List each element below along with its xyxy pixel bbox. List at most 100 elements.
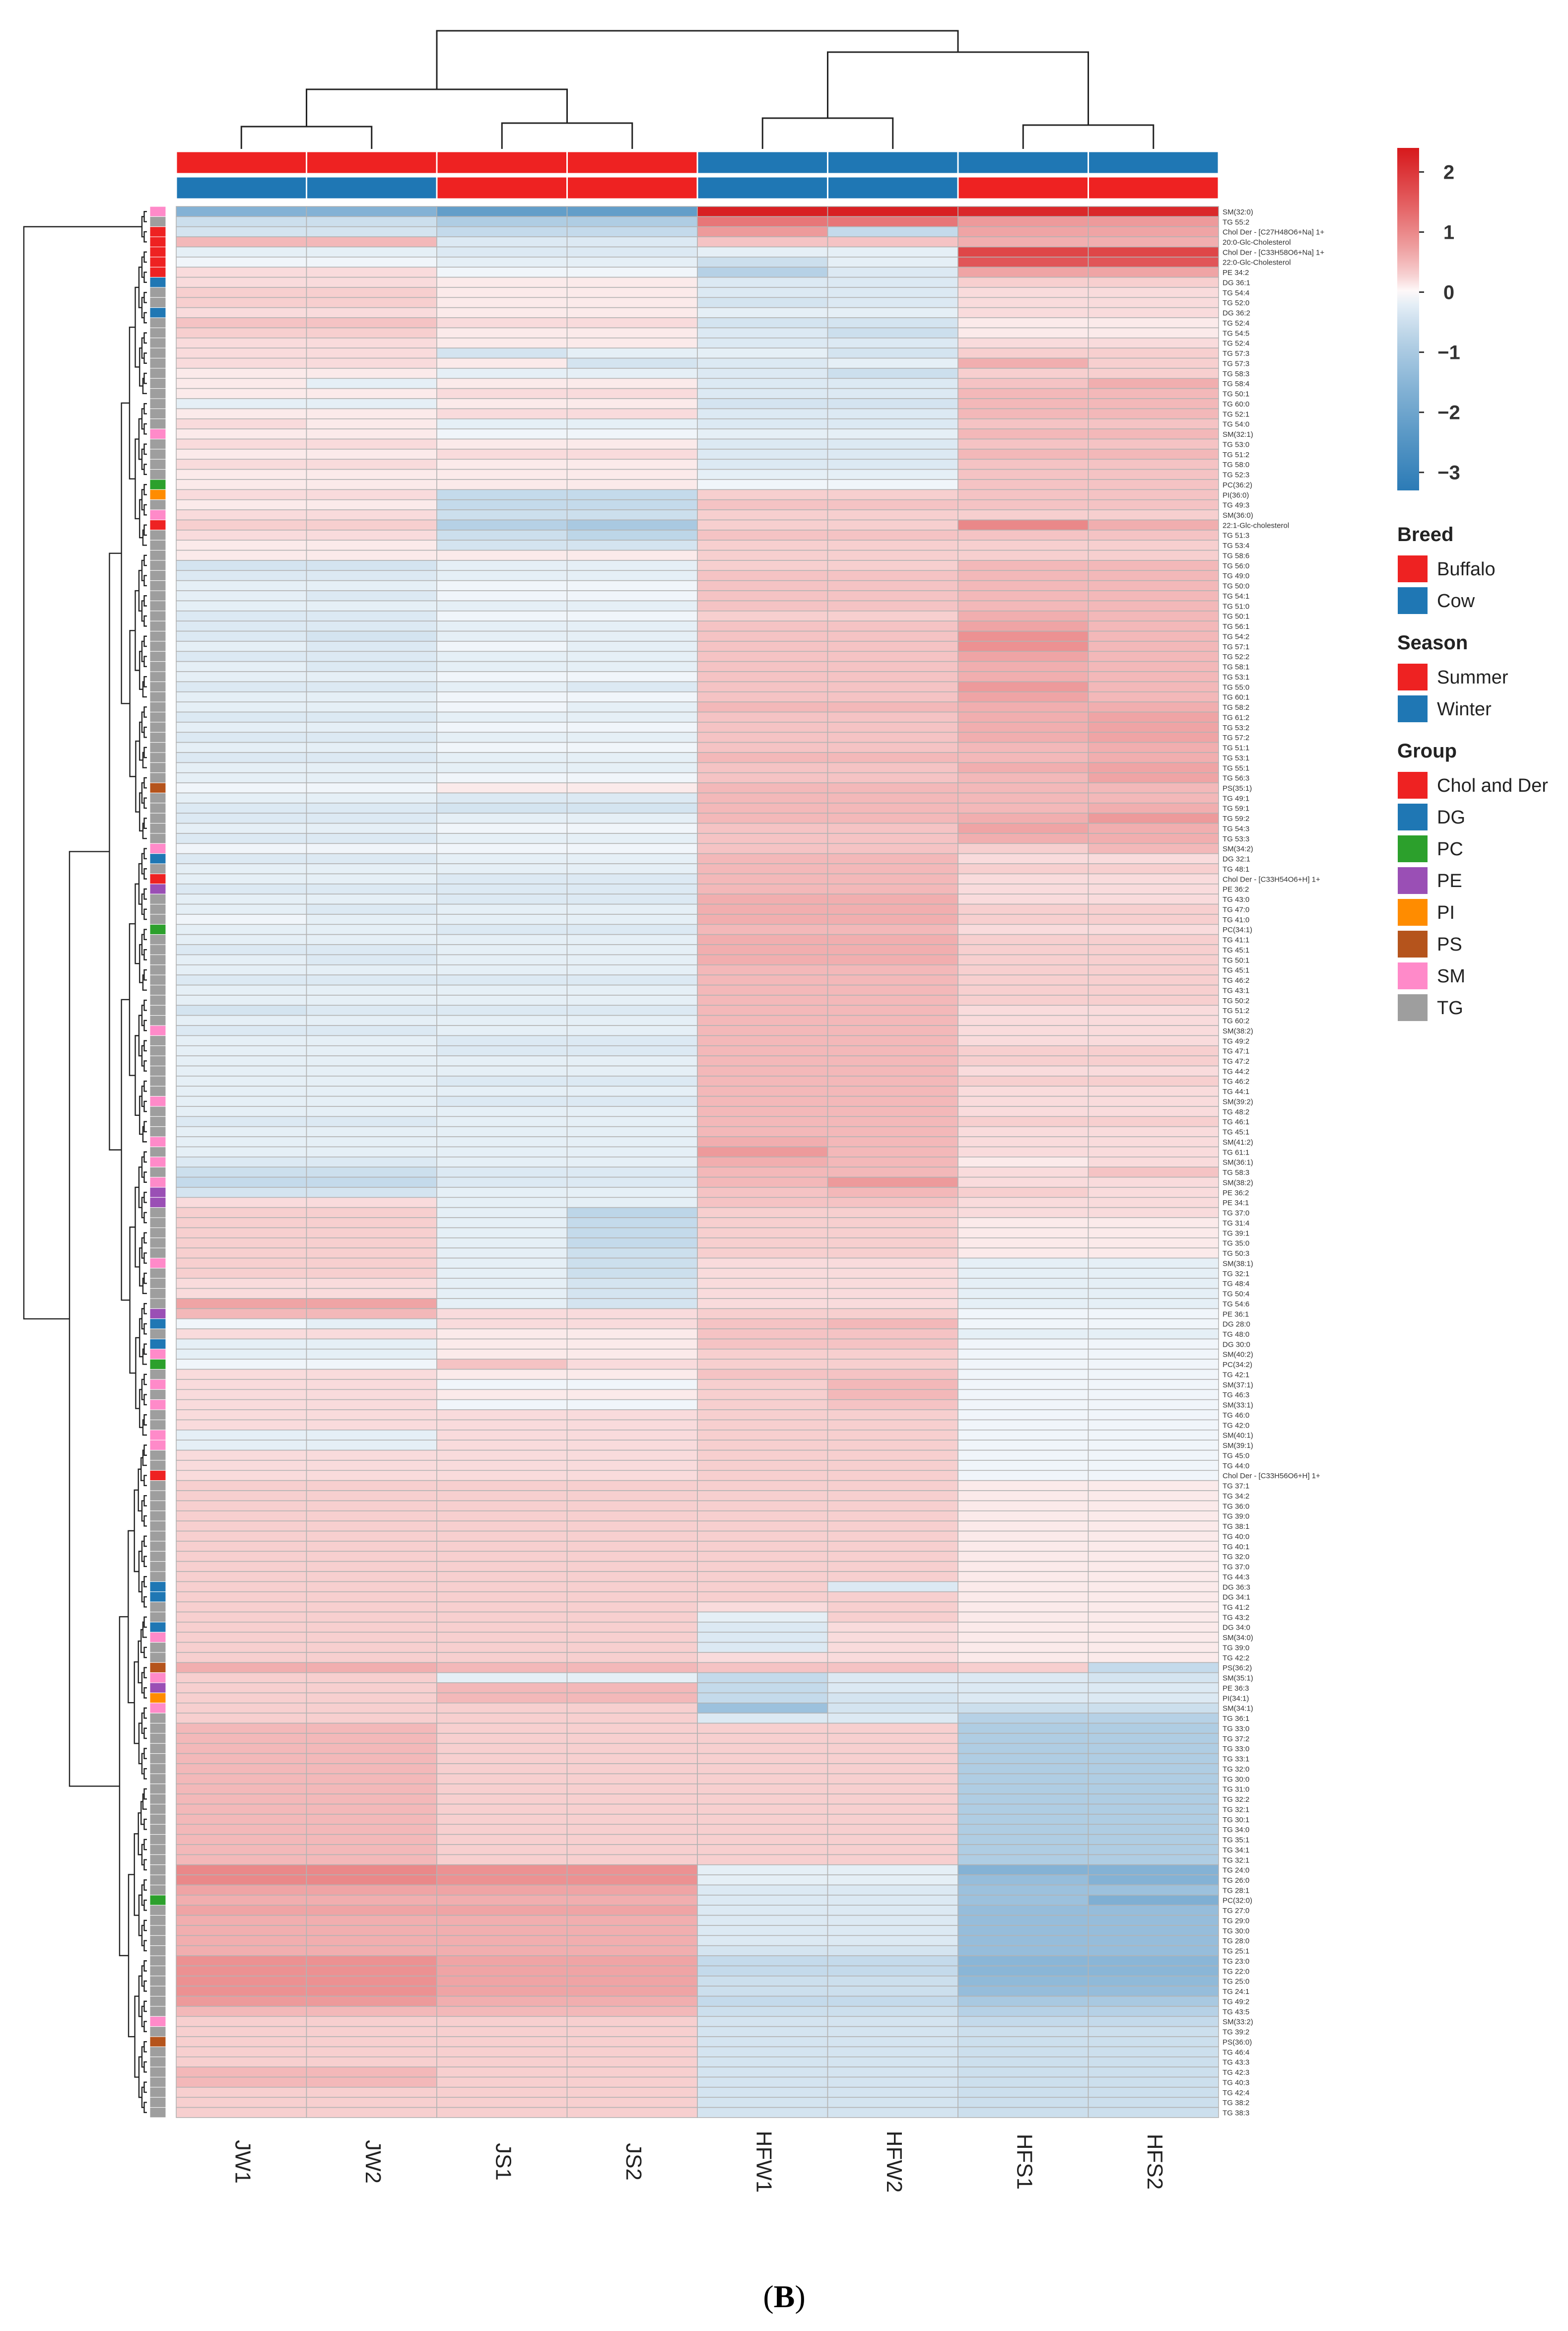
heatmap-cell bbox=[957, 276, 1089, 288]
heatmap-cell bbox=[697, 459, 828, 470]
heatmap-cell bbox=[176, 1571, 307, 1582]
heatmap-cell bbox=[697, 1793, 828, 1805]
heatmap-cell bbox=[436, 823, 568, 834]
heatmap-cell bbox=[827, 1045, 958, 1056]
heatmap-cell bbox=[1088, 357, 1219, 369]
heatmap-cell bbox=[566, 1146, 698, 1158]
heatmap-cell bbox=[566, 1278, 698, 1289]
heatmap-cell bbox=[957, 1328, 1089, 1340]
row-label: TG 54:0 bbox=[1223, 420, 1249, 429]
row-group-cell bbox=[149, 479, 166, 490]
heatmap-cell bbox=[436, 1217, 568, 1229]
heatmap-cell bbox=[957, 1571, 1089, 1582]
breed-annotation-cell bbox=[696, 150, 828, 175]
heatmap-cell bbox=[1088, 1288, 1219, 1299]
heatmap-cell bbox=[1088, 1976, 1219, 1987]
heatmap-cell bbox=[176, 1217, 307, 1229]
heatmap-cell bbox=[1088, 995, 1219, 1006]
heatmap-cell bbox=[566, 772, 698, 783]
heatmap-cell bbox=[436, 1986, 568, 1997]
heatmap-cell bbox=[1088, 914, 1219, 925]
heatmap-cell bbox=[566, 1217, 698, 1229]
heatmap-cell bbox=[566, 1338, 698, 1350]
heatmap-cell bbox=[566, 1682, 698, 1694]
heatmap-cell bbox=[1088, 884, 1219, 894]
row-label: TG 55:0 bbox=[1223, 683, 1249, 691]
row-group-cell bbox=[149, 934, 166, 945]
heatmap-cell bbox=[957, 2076, 1089, 2088]
heatmap-cell bbox=[566, 1440, 698, 1451]
heatmap-cell bbox=[306, 732, 437, 743]
heatmap-cell bbox=[176, 1763, 307, 1775]
heatmap-cell bbox=[1088, 681, 1219, 692]
heatmap-cell bbox=[176, 327, 307, 339]
row-group-cell bbox=[149, 418, 166, 429]
heatmap-cell bbox=[436, 1976, 568, 1987]
dendrogram-branch bbox=[143, 1859, 147, 1871]
heatmap-cell bbox=[697, 1096, 828, 1107]
row-group-cell bbox=[149, 317, 166, 328]
heatmap-cell bbox=[1088, 2006, 1219, 2017]
heatmap-cell bbox=[1088, 1187, 1219, 1198]
heatmap-cell bbox=[176, 1722, 307, 1734]
heatmap-cell bbox=[957, 1763, 1089, 1775]
heatmap-cell bbox=[176, 1086, 307, 1097]
heatmap-cell bbox=[306, 1025, 437, 1036]
heatmap-cell bbox=[436, 1035, 568, 1046]
heatmap-cell bbox=[1088, 833, 1219, 844]
heatmap-cell bbox=[697, 1106, 828, 1117]
heatmap-cell bbox=[566, 1763, 698, 1775]
heatmap-cell bbox=[176, 1995, 307, 2007]
heatmap-cell bbox=[436, 944, 568, 956]
heatmap-cell bbox=[306, 388, 437, 399]
heatmap-cell bbox=[697, 1955, 828, 1967]
heatmap-cell bbox=[957, 1965, 1089, 1977]
heatmap-cell bbox=[697, 1703, 828, 1714]
heatmap-cell bbox=[827, 1480, 958, 1491]
heatmap-cell bbox=[176, 1065, 307, 1077]
heatmap-cell bbox=[566, 317, 698, 329]
heatmap-cell bbox=[566, 954, 698, 965]
heatmap-cell bbox=[827, 1490, 958, 1502]
heatmap-cell bbox=[697, 944, 828, 956]
heatmap-cell bbox=[1088, 246, 1219, 258]
heatmap-cell bbox=[566, 661, 698, 672]
row-label: TG 46:2 bbox=[1223, 1078, 1249, 1086]
heatmap-cell bbox=[697, 984, 828, 996]
dendrogram-branch bbox=[143, 1414, 147, 1426]
heatmap-cell bbox=[697, 479, 828, 490]
heatmap-cell bbox=[697, 691, 828, 702]
row-group-cell bbox=[149, 1045, 166, 1056]
heatmap-cell bbox=[957, 1157, 1089, 1167]
heatmap-cell bbox=[176, 1753, 307, 1764]
heatmap-cell bbox=[827, 1470, 958, 1481]
row-label: TG 48:2 bbox=[1223, 1108, 1249, 1116]
row-label: TG 46:1 bbox=[1223, 1118, 1249, 1126]
dendrogram-branch bbox=[143, 848, 147, 860]
row-label: TG 45:0 bbox=[1223, 1451, 1249, 1460]
heatmap-cell bbox=[176, 1884, 307, 1896]
heatmap-cell bbox=[306, 2016, 437, 2027]
row-group-cell bbox=[149, 600, 166, 612]
heatmap-cell bbox=[697, 1682, 828, 1694]
row-group-cell bbox=[149, 631, 166, 642]
heatmap-cell bbox=[957, 1925, 1089, 1936]
dendrogram-branch bbox=[143, 1788, 147, 1800]
heatmap-cell bbox=[827, 803, 958, 814]
heatmap-cell bbox=[1088, 964, 1219, 975]
legend-label: Chol and Der bbox=[1437, 775, 1548, 796]
row-group-cell bbox=[149, 1318, 166, 1329]
heatmap-cell bbox=[827, 489, 958, 500]
dendrogram-branch bbox=[143, 888, 147, 900]
heatmap-cell bbox=[827, 1682, 958, 1694]
dendrogram-branch bbox=[143, 1980, 147, 1992]
row-group-cell bbox=[149, 489, 166, 500]
heatmap-cell bbox=[566, 1561, 698, 1572]
heatmap-cell bbox=[957, 560, 1089, 571]
heatmap-cell bbox=[176, 236, 307, 248]
heatmap-cell bbox=[566, 1611, 698, 1623]
heatmap-cell bbox=[827, 792, 958, 804]
heatmap-cell bbox=[436, 1470, 568, 1481]
heatmap-cell bbox=[566, 1945, 698, 1956]
heatmap-cell bbox=[697, 307, 828, 318]
